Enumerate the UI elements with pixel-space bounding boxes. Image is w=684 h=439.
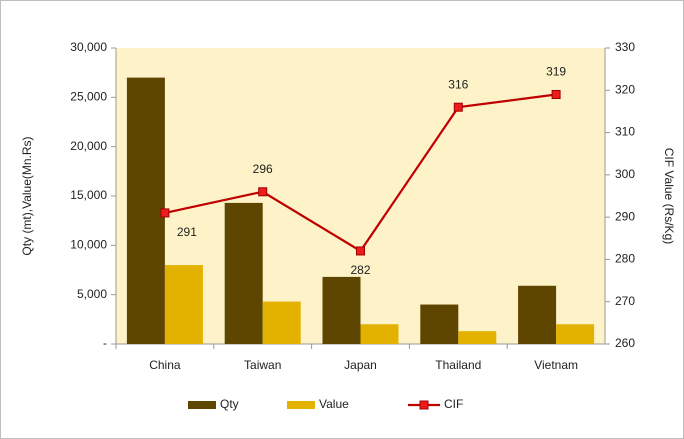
marker	[356, 246, 365, 256]
y-tick-label: 10,000	[70, 238, 107, 252]
marker	[160, 208, 170, 218]
legend-swatch	[287, 401, 315, 409]
y2-tick-label: 260	[615, 336, 635, 350]
y2-tick-label: 280	[615, 252, 635, 266]
marker	[551, 90, 561, 100]
bar	[360, 324, 399, 344]
legend-label: CIF	[444, 397, 463, 411]
y-axis-label: Qty (mt),Value(Mn.Rs)	[20, 136, 34, 255]
marker	[453, 102, 463, 112]
bar	[322, 276, 361, 344]
y2-tick-label: 310	[615, 125, 635, 139]
data-label: 316	[448, 77, 468, 91]
marker	[258, 187, 268, 197]
y-tick-label: 5,000	[77, 287, 107, 301]
y2-tick-label: 290	[615, 209, 635, 223]
bar	[164, 265, 203, 344]
data-label: 282	[350, 263, 370, 277]
data-label: 319	[546, 65, 566, 79]
bar	[224, 202, 263, 344]
bar	[262, 301, 301, 344]
x-tick-label: Vietnam	[534, 358, 578, 372]
y-tick-label: -	[103, 336, 107, 350]
y-tick-label: 15,000	[70, 188, 107, 202]
bar	[420, 304, 459, 344]
y-tick-label: 25,000	[70, 90, 107, 104]
bar	[458, 331, 497, 344]
y2-tick-label: 270	[615, 294, 635, 308]
y2-tick-label: 320	[615, 82, 635, 96]
data-label: 296	[253, 162, 273, 176]
x-tick-label: Thailand	[435, 358, 481, 372]
y-tick-label: 30,000	[70, 40, 107, 54]
y2-tick-label: 300	[615, 167, 635, 181]
x-tick-label: Japan	[344, 358, 377, 372]
legend-label: Qty	[220, 397, 239, 411]
bar	[556, 324, 595, 344]
legend-marker	[419, 400, 429, 410]
y2-axis-label: CIF Value (Rs/Kg)	[662, 148, 676, 244]
bar	[518, 285, 557, 344]
x-tick-label: Taiwan	[244, 358, 281, 372]
legend-label: Value	[319, 397, 349, 411]
bar	[126, 77, 165, 344]
data-label: 291	[177, 225, 197, 239]
y-tick-label: 20,000	[70, 139, 107, 153]
y2-tick-label: 330	[615, 40, 635, 54]
legend-swatch	[188, 401, 216, 409]
x-tick-label: China	[149, 358, 181, 372]
